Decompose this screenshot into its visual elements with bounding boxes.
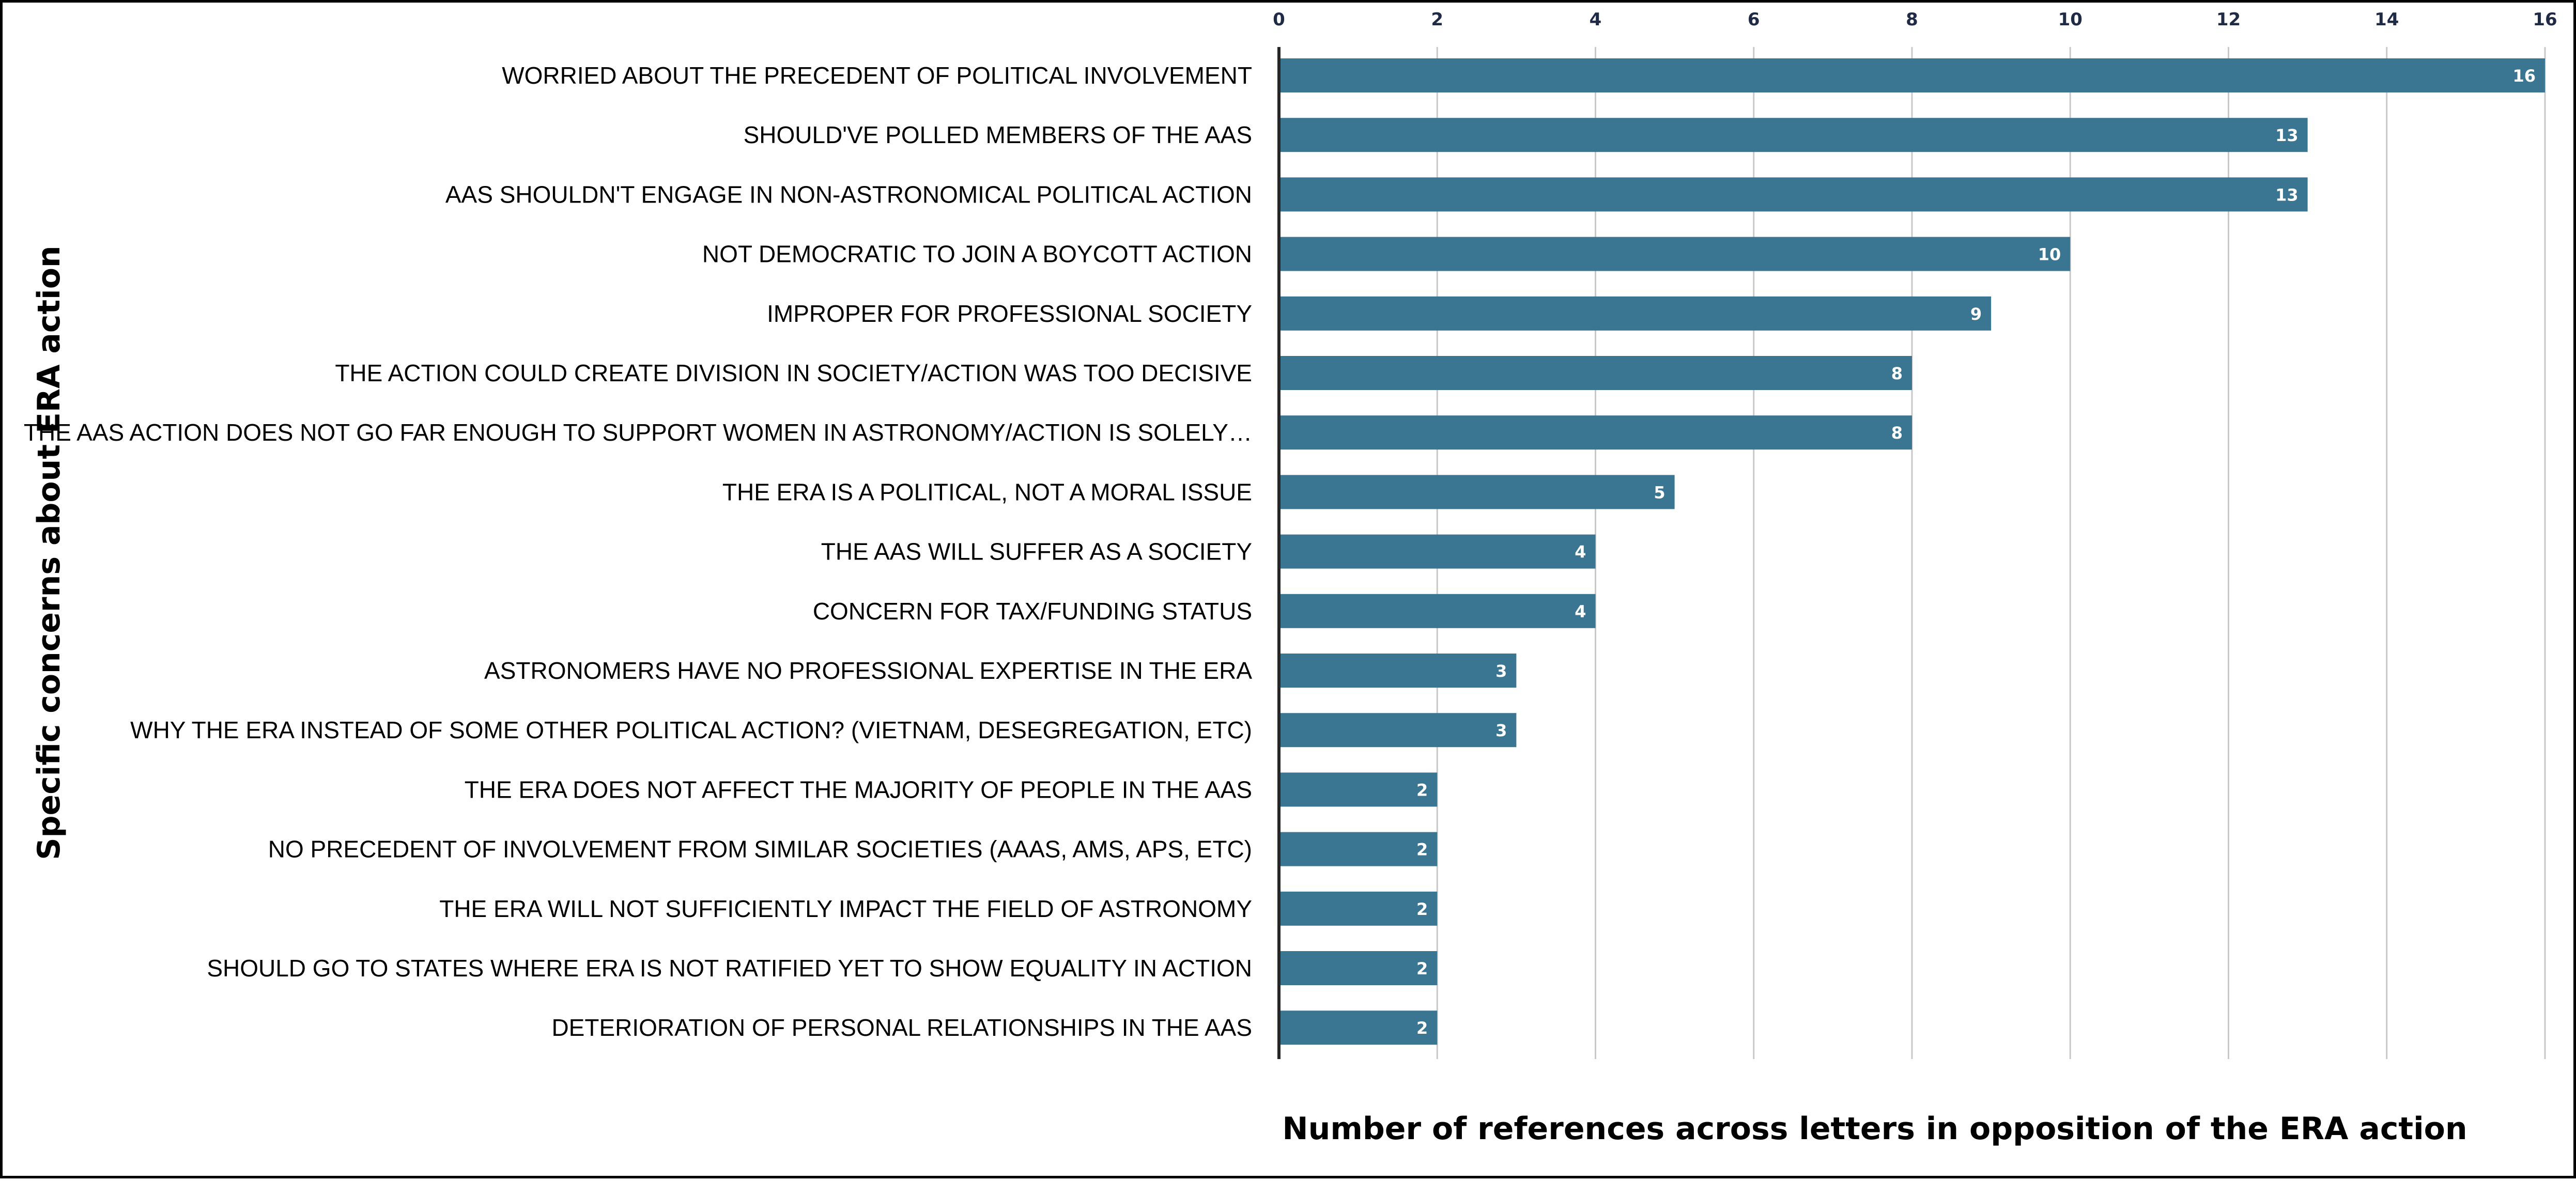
x-tick-label: 10 bbox=[2058, 9, 2083, 30]
bar bbox=[1279, 891, 1438, 926]
x-tick-label: 2 bbox=[1431, 9, 1443, 30]
category-label: IMPROPER FOR PROFESSIONAL SOCIETY bbox=[767, 300, 1252, 327]
bar bbox=[1279, 772, 1438, 807]
y-axis-title: Specific concerns about ERA action bbox=[31, 245, 67, 860]
data-label: 13 bbox=[2275, 185, 2299, 205]
data-label: 10 bbox=[2038, 245, 2061, 265]
bar bbox=[1279, 713, 1517, 748]
bar bbox=[1279, 177, 2308, 212]
category-label: WORRIED ABOUT THE PRECEDENT OF POLITICAL… bbox=[502, 62, 1252, 89]
bar bbox=[1279, 475, 1675, 509]
data-label: 4 bbox=[1575, 602, 1586, 621]
bar-chart: 0 2 4 6 8 10 12 14 16 WORRIED ABOUT THE PRECEDENT… bbox=[24, 9, 2557, 1147]
category-label: DETERIORATION OF PERSONAL RELATIONSHIPS … bbox=[551, 1014, 1252, 1041]
bar bbox=[1279, 1011, 1438, 1045]
data-label: 13 bbox=[2275, 126, 2299, 145]
data-label: 2 bbox=[1416, 1018, 1428, 1038]
x-tick-label: 16 bbox=[2533, 9, 2557, 30]
category-label: THE AAS WILL SUFFER AS A SOCIETY bbox=[821, 538, 1252, 565]
bar bbox=[1279, 594, 1596, 628]
category-label: THE ERA DOES NOT AFFECT THE MAJORITY OF … bbox=[465, 776, 1252, 803]
bar bbox=[1279, 356, 1912, 390]
category-label: CONCERN FOR TAX/FUNDING STATUS bbox=[813, 598, 1252, 625]
data-label: 8 bbox=[1891, 423, 1903, 443]
labels: 0 2 4 6 8 10 12 14 16 WORRIED ABOUT THE PRECEDENT… bbox=[24, 9, 2557, 1041]
bar bbox=[1279, 296, 1992, 331]
category-label: THE ERA IS A POLITICAL, NOT A MORAL ISSU… bbox=[722, 478, 1252, 505]
data-label: 3 bbox=[1495, 661, 1507, 681]
category-label: THE AAS ACTION DOES NOT GO FAR ENOUGH TO… bbox=[24, 419, 1252, 446]
data-label: 16 bbox=[2512, 66, 2536, 86]
category-label: ASTRONOMERS HAVE NO PROFESSIONAL EXPERTI… bbox=[484, 657, 1252, 684]
category-label: NOT DEMOCRATIC TO JOIN A BOYCOTT ACTION bbox=[702, 241, 1252, 268]
category-label: SHOULD'VE POLLED MEMBERS OF THE AAS bbox=[744, 121, 1252, 148]
data-label: 4 bbox=[1575, 542, 1586, 562]
category-label: THE ERA WILL NOT SUFFICIENTLY IMPACT THE… bbox=[439, 895, 1252, 922]
category-label: WHY THE ERA INSTEAD OF SOME OTHER POLITI… bbox=[130, 717, 1252, 743]
bar bbox=[1279, 58, 2545, 92]
x-tick-label: 12 bbox=[2216, 9, 2241, 30]
data-label: 8 bbox=[1891, 364, 1903, 383]
category-label: SHOULD GO TO STATES WHERE ERA IS NOT RAT… bbox=[207, 955, 1252, 982]
data-label: 2 bbox=[1416, 959, 1428, 978]
bar bbox=[1279, 654, 1517, 688]
data-label: 9 bbox=[1970, 304, 1982, 324]
x-tick-label: 8 bbox=[1906, 9, 1918, 30]
x-tick-label: 0 bbox=[1273, 9, 1285, 30]
data-label: 3 bbox=[1495, 721, 1507, 740]
x-tick-label: 6 bbox=[1748, 9, 1760, 30]
x-tick-label: 4 bbox=[1590, 9, 1602, 30]
x-tick-label: 14 bbox=[2374, 9, 2399, 30]
bar bbox=[1279, 951, 1438, 985]
data-label: 2 bbox=[1416, 840, 1428, 860]
bars bbox=[1279, 58, 2545, 1045]
data-label: 5 bbox=[1654, 483, 1665, 502]
bar bbox=[1279, 118, 2308, 152]
category-label: THE ACTION COULD CREATE DIVISION IN SOCI… bbox=[335, 360, 1252, 386]
x-axis-title: Number of references across letters in o… bbox=[1282, 1111, 2467, 1147]
data-label: 2 bbox=[1416, 899, 1428, 919]
bar bbox=[1279, 534, 1596, 569]
data-label: 2 bbox=[1416, 780, 1428, 800]
category-label: NO PRECEDENT OF INVOLVEMENT FROM SIMILAR… bbox=[268, 836, 1252, 863]
bar bbox=[1279, 415, 1912, 450]
bar bbox=[1279, 237, 2071, 271]
bar bbox=[1279, 832, 1438, 866]
gridlines bbox=[1436, 47, 2546, 1059]
category-label: AAS SHOULDN'T ENGAGE IN NON-ASTRONOMICAL… bbox=[445, 181, 1252, 208]
